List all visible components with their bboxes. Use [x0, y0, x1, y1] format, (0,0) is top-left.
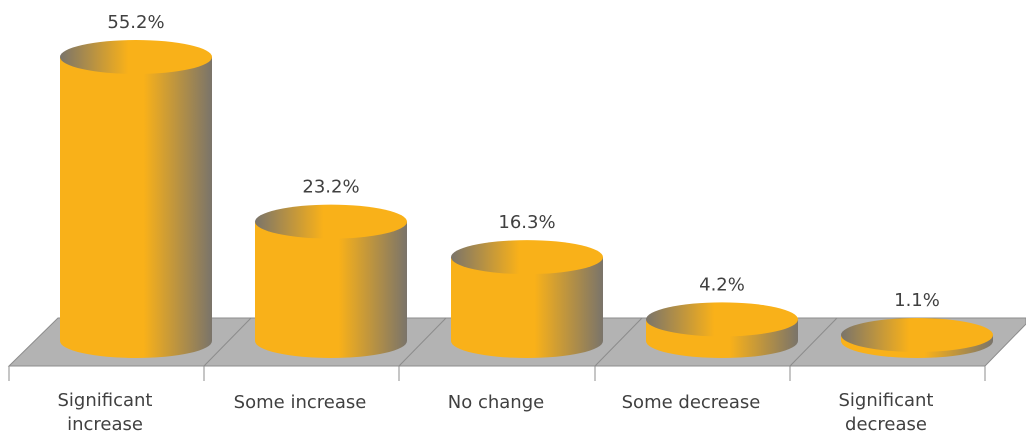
bar-top: [841, 318, 993, 352]
data-labels: 55.2% 23.2% 16.3% 4.2% 1.1%: [107, 12, 939, 311]
floor-divider: [789, 317, 838, 367]
data-label: 16.3%: [498, 212, 555, 233]
bar: [60, 40, 212, 358]
category-label: Some increase: [234, 392, 367, 413]
bar: [646, 302, 798, 358]
bar: [451, 240, 603, 358]
x-axis: [8, 317, 986, 381]
category-label: Some decrease: [622, 392, 761, 413]
bar-side: [60, 57, 212, 358]
data-label: 1.1%: [894, 290, 940, 311]
bar-top: [646, 302, 798, 337]
bar-top: [60, 40, 212, 74]
data-label: 55.2%: [107, 12, 164, 33]
bar-top: [255, 204, 407, 239]
bar-side: [451, 257, 603, 358]
bar: [255, 204, 407, 358]
data-label: 4.2%: [699, 274, 745, 295]
bar-side: [255, 221, 407, 358]
floor-divider: [398, 317, 447, 367]
floor-divider: [203, 317, 252, 367]
bar: [841, 318, 993, 358]
category-labels: Significant increase Some increase No chang…: [58, 390, 934, 435]
bars: [60, 40, 993, 358]
data-label: 23.2%: [302, 177, 359, 198]
floor-divider: [594, 317, 643, 367]
category-label: Significant increase: [58, 390, 153, 435]
category-label: Significant decrease: [839, 390, 934, 435]
bar-top: [451, 240, 603, 275]
category-label: No change: [448, 392, 544, 413]
